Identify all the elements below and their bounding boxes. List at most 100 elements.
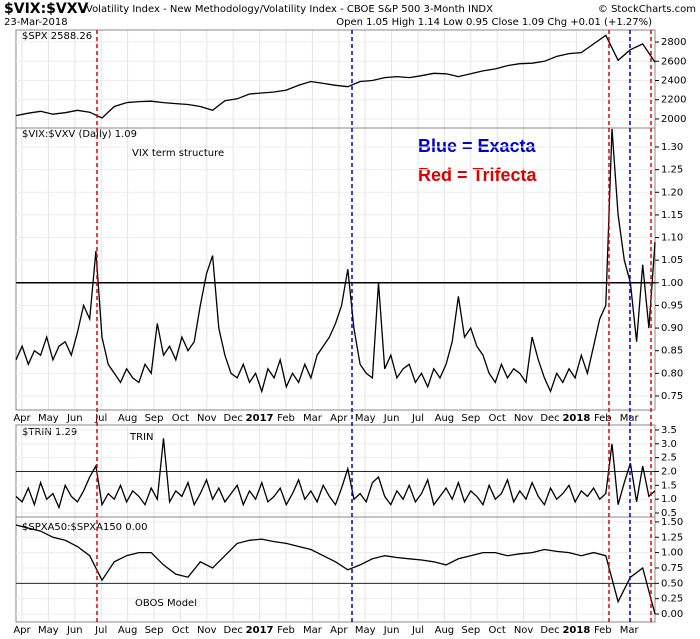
y-tick-label: 3.0 <box>661 439 677 450</box>
x-tick-label: Nov <box>514 413 534 424</box>
x-tick-label: Sep <box>461 625 480 636</box>
y-tick-label: 1.15 <box>661 210 683 221</box>
y-tick-label: 1.0 <box>661 494 677 505</box>
quote: Open 1.05 High 1.14 Low 0.95 Close 1.09 … <box>336 17 652 28</box>
x-tick-label: Oct <box>489 625 506 636</box>
y-tick-label: 1.25 <box>661 532 683 543</box>
x-tick-label: May <box>355 625 376 636</box>
y-tick-label: 2.0 <box>661 466 677 477</box>
y-tick-label: 1.00 <box>661 548 683 559</box>
y-tick-label: 2200 <box>661 95 686 106</box>
x-tick-label: Apr <box>13 413 31 424</box>
y-tick-label: 0.85 <box>661 346 683 357</box>
x-tick-label: Feb <box>594 625 612 636</box>
series-line <box>15 524 656 615</box>
x-tick-label: Sep <box>145 625 164 636</box>
x-tick-label: Feb <box>594 413 612 424</box>
y-tick-label: 2000 <box>661 114 686 125</box>
y-tick-label: 0.75 <box>661 391 683 402</box>
x-tick-label: Jul <box>94 413 107 424</box>
x-tick-label: Feb <box>277 625 295 636</box>
series-line <box>15 34 656 119</box>
y-tick-label: 2600 <box>661 56 686 67</box>
y-tick-label: 0.25 <box>661 594 683 605</box>
y-tick-label: 1.10 <box>661 233 683 244</box>
x-tick-label: Mar <box>303 625 323 636</box>
y-tick-label: 2.5 <box>661 453 677 464</box>
y-tick-label: 1.20 <box>661 187 683 198</box>
x-tick-label: Jul <box>94 625 107 636</box>
y-tick-label: 0.75 <box>661 563 683 574</box>
y-tick-label: 1.05 <box>661 255 683 266</box>
panel-label: $TRIN 1.29 <box>22 427 77 438</box>
watermark: © StockCharts.com <box>598 4 696 15</box>
x-tick-label: Oct <box>172 413 189 424</box>
y-tick-label: 0.5 <box>661 508 677 519</box>
x-tick-label: Aug <box>435 413 455 424</box>
panel-label: $SPX 2588.26 <box>22 31 92 42</box>
y-tick-label: 0.95 <box>661 300 683 311</box>
x-tick-label: Dec <box>540 413 559 424</box>
annotation: Red = Trifecta <box>418 165 538 185</box>
x-tick-label: Oct <box>172 625 189 636</box>
panel-frame <box>15 127 656 411</box>
x-tick-label: Dec <box>540 625 559 636</box>
annotation: OBOS Model <box>135 598 197 609</box>
y-tick-label: 1.5 <box>661 480 677 491</box>
x-tick-label: 2017 <box>246 625 274 636</box>
series-line <box>15 128 656 394</box>
x-tick-label: Mar <box>303 413 323 424</box>
x-tick-label: Oct <box>489 413 506 424</box>
x-tick-label: Jul <box>411 625 424 636</box>
x-tick-label: May <box>38 625 59 636</box>
date: 23-Mar-2018 <box>4 17 68 28</box>
x-tick-label: Jun <box>66 625 83 636</box>
x-tick-label: Nov <box>197 413 217 424</box>
y-tick-label: 2400 <box>661 75 686 86</box>
panel-label: $SPXA50:$SPXA150 0.00 <box>22 522 148 533</box>
x-tick-label: Apr <box>13 625 31 636</box>
x-tick-label: Aug <box>118 625 138 636</box>
x-tick-label: Aug <box>435 625 455 636</box>
x-tick-label: 2017 <box>246 413 274 424</box>
x-tick-label: Sep <box>461 413 480 424</box>
x-tick-label: Mar <box>620 625 640 636</box>
y-tick-label: 1.25 <box>661 165 683 176</box>
y-tick-label: 1.50 <box>661 517 683 528</box>
x-tick-label: Feb <box>277 413 295 424</box>
y-tick-label: 1.30 <box>661 142 683 153</box>
x-tick-label: Dec <box>224 413 243 424</box>
x-tick-label: Jun <box>383 413 400 424</box>
x-tick-label: Dec <box>224 625 243 636</box>
x-tick-label: 2018 <box>562 413 590 424</box>
x-tick-label: 2018 <box>562 625 590 636</box>
y-tick-label: 0.90 <box>661 323 683 334</box>
x-tick-label: Aug <box>118 413 138 424</box>
x-tick-label: Sep <box>145 413 164 424</box>
y-tick-label: 0.80 <box>661 368 683 379</box>
x-tick-label: Apr <box>330 413 348 424</box>
x-tick-label: Apr <box>330 625 348 636</box>
y-tick-label: 1.00 <box>661 278 683 289</box>
annotation: VIX term structure <box>132 148 224 159</box>
panel-frame <box>15 516 656 623</box>
y-tick-label: 0.00 <box>661 609 683 620</box>
x-tick-label: Jul <box>411 413 424 424</box>
y-tick-label: 0.50 <box>661 578 683 589</box>
panel-label: $VIX:$VXV (Daily) 1.09 <box>22 129 137 140</box>
x-tick-label: May <box>355 413 376 424</box>
y-tick-label: 3.5 <box>661 425 677 436</box>
annotation: Blue = Exacta <box>418 136 537 156</box>
description: Volatility Index - New Methodology/Volat… <box>86 4 493 15</box>
x-tick-label: Nov <box>197 625 217 636</box>
x-tick-label: Nov <box>514 625 534 636</box>
y-tick-label: 2800 <box>661 37 686 48</box>
symbol: $VIX:$VXV <box>4 1 89 17</box>
x-tick-label: May <box>38 413 59 424</box>
x-tick-label: Jun <box>383 625 400 636</box>
x-tick-label: Jun <box>66 413 83 424</box>
panel-frame <box>15 29 656 129</box>
annotation: TRIN <box>129 432 154 443</box>
series-line <box>15 438 656 510</box>
